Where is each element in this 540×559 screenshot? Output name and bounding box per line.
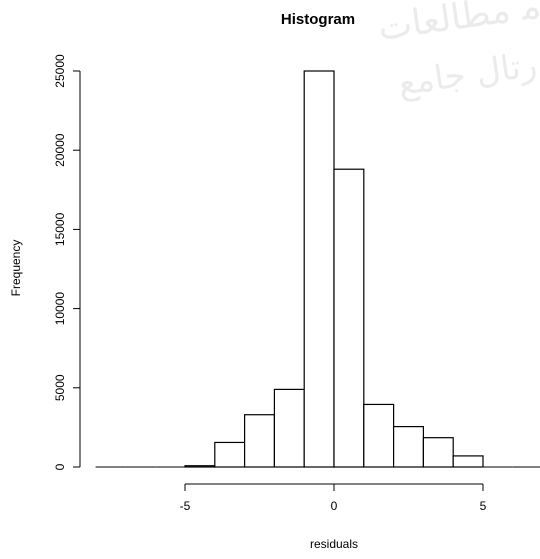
y-tick-label: 5000 <box>53 374 67 401</box>
y-tick-label: 15000 <box>53 212 67 246</box>
histogram-bar <box>273 388 305 468</box>
histogram-bar <box>214 441 246 468</box>
y-tick-label: 25000 <box>53 54 67 88</box>
histogram-bar <box>303 70 335 468</box>
histogram-bar <box>244 414 276 468</box>
background-watermark: ﻮﻣ ﻣﻄﺎﻟﻌﺎﺕ ﺭﺗﺎﻝ ﺟﺎﻣﻊ <box>376 0 540 104</box>
y-tick-label: 0 <box>53 463 67 470</box>
x-axis: -5 0 5 <box>180 483 487 513</box>
histogram-bar <box>393 426 425 468</box>
x-tick-label: 5 <box>480 499 487 513</box>
x-tick-label: -5 <box>180 499 191 513</box>
y-axis-label: Frequency <box>9 240 23 297</box>
histogram-bar <box>422 437 454 468</box>
svg-text:ﺭﺗﺎﻝ ﺟﺎﻣﻊ: ﺭﺗﺎﻝ ﺟﺎﻣﻊ <box>396 45 540 104</box>
x-axis-label: residuals <box>310 537 358 551</box>
histogram-bar <box>333 168 365 468</box>
x-tick-label: 0 <box>331 499 338 513</box>
y-tick-label: 20000 <box>53 133 67 167</box>
svg-text:ﻮﻣ ﻣﻄﺎﻟﻌﺎﺕ: ﻮﻣ ﻣﻄﺎﻟﻌﺎﺕ <box>376 0 540 49</box>
histogram-bar <box>363 403 395 468</box>
histogram-bar <box>184 465 216 468</box>
histogram-bars <box>95 70 540 468</box>
y-axis: 0 5000 10000 15000 20000 25000 <box>53 54 81 470</box>
histogram-bar <box>452 455 484 468</box>
y-tick-label: 10000 <box>53 292 67 326</box>
chart-title: Histogram <box>281 11 355 28</box>
